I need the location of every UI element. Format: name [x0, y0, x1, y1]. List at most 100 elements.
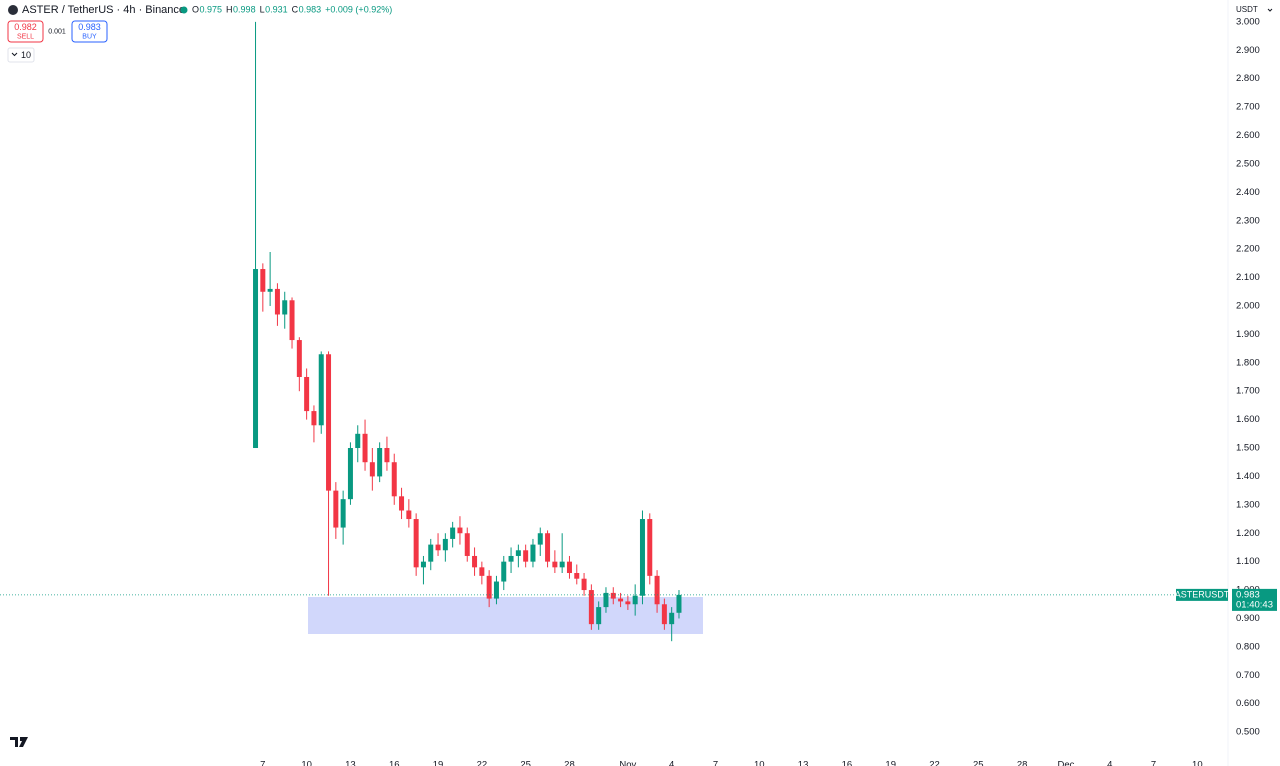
- change: +0.009 (+0.92%): [325, 4, 392, 14]
- candle-body: [369, 462, 375, 477]
- candle-body: [420, 561, 426, 568]
- candle-body: [574, 573, 580, 579]
- candle-body: [253, 269, 259, 449]
- candle-body: [676, 594, 682, 613]
- currency[interactable]: USDT: [1236, 5, 1258, 14]
- candle-body: [596, 607, 602, 625]
- x-tick-label: 13: [345, 760, 356, 766]
- candle-body: [530, 544, 536, 562]
- x-tick-label: 10: [301, 760, 312, 766]
- candle-body: [326, 354, 332, 491]
- y-tick-label: 2.700: [1236, 102, 1260, 113]
- y-tick-label: 2.500: [1236, 158, 1260, 169]
- candle-body: [362, 433, 368, 463]
- y-tick-label: 2.300: [1236, 215, 1260, 226]
- candle-body: [384, 448, 390, 463]
- x-tick-label: 16: [389, 760, 400, 766]
- x-tick-label: 4: [669, 760, 674, 766]
- candle-body: [289, 300, 295, 341]
- candle-body: [311, 411, 317, 426]
- candle-body: [377, 448, 383, 477]
- tv-logo: [10, 737, 28, 747]
- y-tick-label: 1.600: [1236, 414, 1260, 425]
- candle-body: [493, 581, 499, 599]
- symbol-tag-bg: [1176, 588, 1228, 601]
- x-tick-label: 28: [1017, 760, 1028, 766]
- candle-body: [413, 519, 419, 568]
- y-tick-label: 0.600: [1236, 698, 1260, 709]
- candle-body: [552, 561, 558, 568]
- y-tick-label: 2.000: [1236, 300, 1260, 311]
- candle-body: [333, 490, 339, 528]
- symbol-icon: [8, 5, 18, 15]
- zone-rect: [308, 597, 703, 634]
- x-tick-label: 16: [842, 760, 853, 766]
- candle-body: [435, 544, 441, 551]
- y-tick-label: 2.600: [1236, 130, 1260, 141]
- sell-price: 0.982: [14, 22, 37, 32]
- x-tick-label: 19: [885, 760, 896, 766]
- y-tick-label: 2.200: [1236, 244, 1260, 255]
- ohlc-value: 0.998: [233, 4, 256, 14]
- currency-chevron: [1267, 8, 1273, 12]
- candle-body: [603, 592, 609, 608]
- candle-body: [559, 561, 565, 568]
- candle-body: [523, 550, 529, 562]
- candle-body: [581, 578, 587, 591]
- candle-body: [537, 533, 543, 545]
- candle-body: [625, 601, 631, 605]
- x-tick-label: 7: [260, 760, 265, 766]
- x-tick-label: 25: [520, 760, 531, 766]
- candle-body: [618, 598, 624, 602]
- candle-body: [639, 519, 645, 596]
- tv-logo-dot: [20, 737, 24, 741]
- chevron-icon: [11, 52, 18, 57]
- candle-body: [267, 288, 273, 292]
- candle-body: [450, 527, 456, 539]
- candle-body: [296, 340, 302, 377]
- y-tick-label: 1.500: [1236, 443, 1260, 454]
- y-tick-label: 0.900: [1236, 613, 1260, 624]
- candle-body: [486, 575, 492, 599]
- x-tick-label: 22: [929, 760, 940, 766]
- sell-label: SELL: [17, 33, 34, 40]
- candle-body: [566, 561, 572, 574]
- candle-body: [318, 354, 324, 426]
- y-tick-label: 1.300: [1236, 499, 1260, 510]
- sell-button[interactable]: [7, 20, 44, 43]
- y-tick-label: 1.400: [1236, 471, 1260, 482]
- y-tick-label: 0.800: [1236, 641, 1260, 652]
- x-tick-label: 7: [1151, 760, 1156, 766]
- candle-body: [428, 544, 434, 562]
- y-tick-label: 2.400: [1236, 187, 1260, 198]
- candle-body: [588, 590, 594, 625]
- candle-body: [632, 595, 638, 605]
- spread: 0.001: [48, 28, 66, 35]
- quantity-box[interactable]: [7, 47, 35, 63]
- candle-body: [669, 612, 675, 625]
- x-tick-label: 7: [713, 760, 718, 766]
- y-tick-label: 2.800: [1236, 73, 1260, 84]
- candle-body: [610, 592, 616, 599]
- x-tick-label: 22: [477, 760, 488, 766]
- y-tick-label: 1.200: [1236, 528, 1260, 539]
- buy-button[interactable]: [71, 20, 108, 43]
- status-dot: [180, 6, 188, 14]
- y-tick-label: 1.700: [1236, 386, 1260, 397]
- candle-body: [472, 555, 478, 568]
- x-tick-label: Nov: [619, 760, 636, 766]
- candle-body: [501, 561, 507, 582]
- last-price-bg: [1232, 588, 1277, 611]
- x-tick-label: 28: [564, 760, 575, 766]
- candle-body: [347, 448, 353, 500]
- x-tick-label: 10: [754, 760, 765, 766]
- y-tick-label: 2.100: [1236, 272, 1260, 283]
- candle-body: [515, 550, 521, 556]
- ohlc-label: O: [192, 4, 199, 14]
- candle-body: [647, 519, 653, 576]
- candle-body: [282, 300, 288, 315]
- candle-body: [661, 604, 667, 625]
- candle-body: [274, 288, 280, 315]
- candle-body: [479, 567, 485, 576]
